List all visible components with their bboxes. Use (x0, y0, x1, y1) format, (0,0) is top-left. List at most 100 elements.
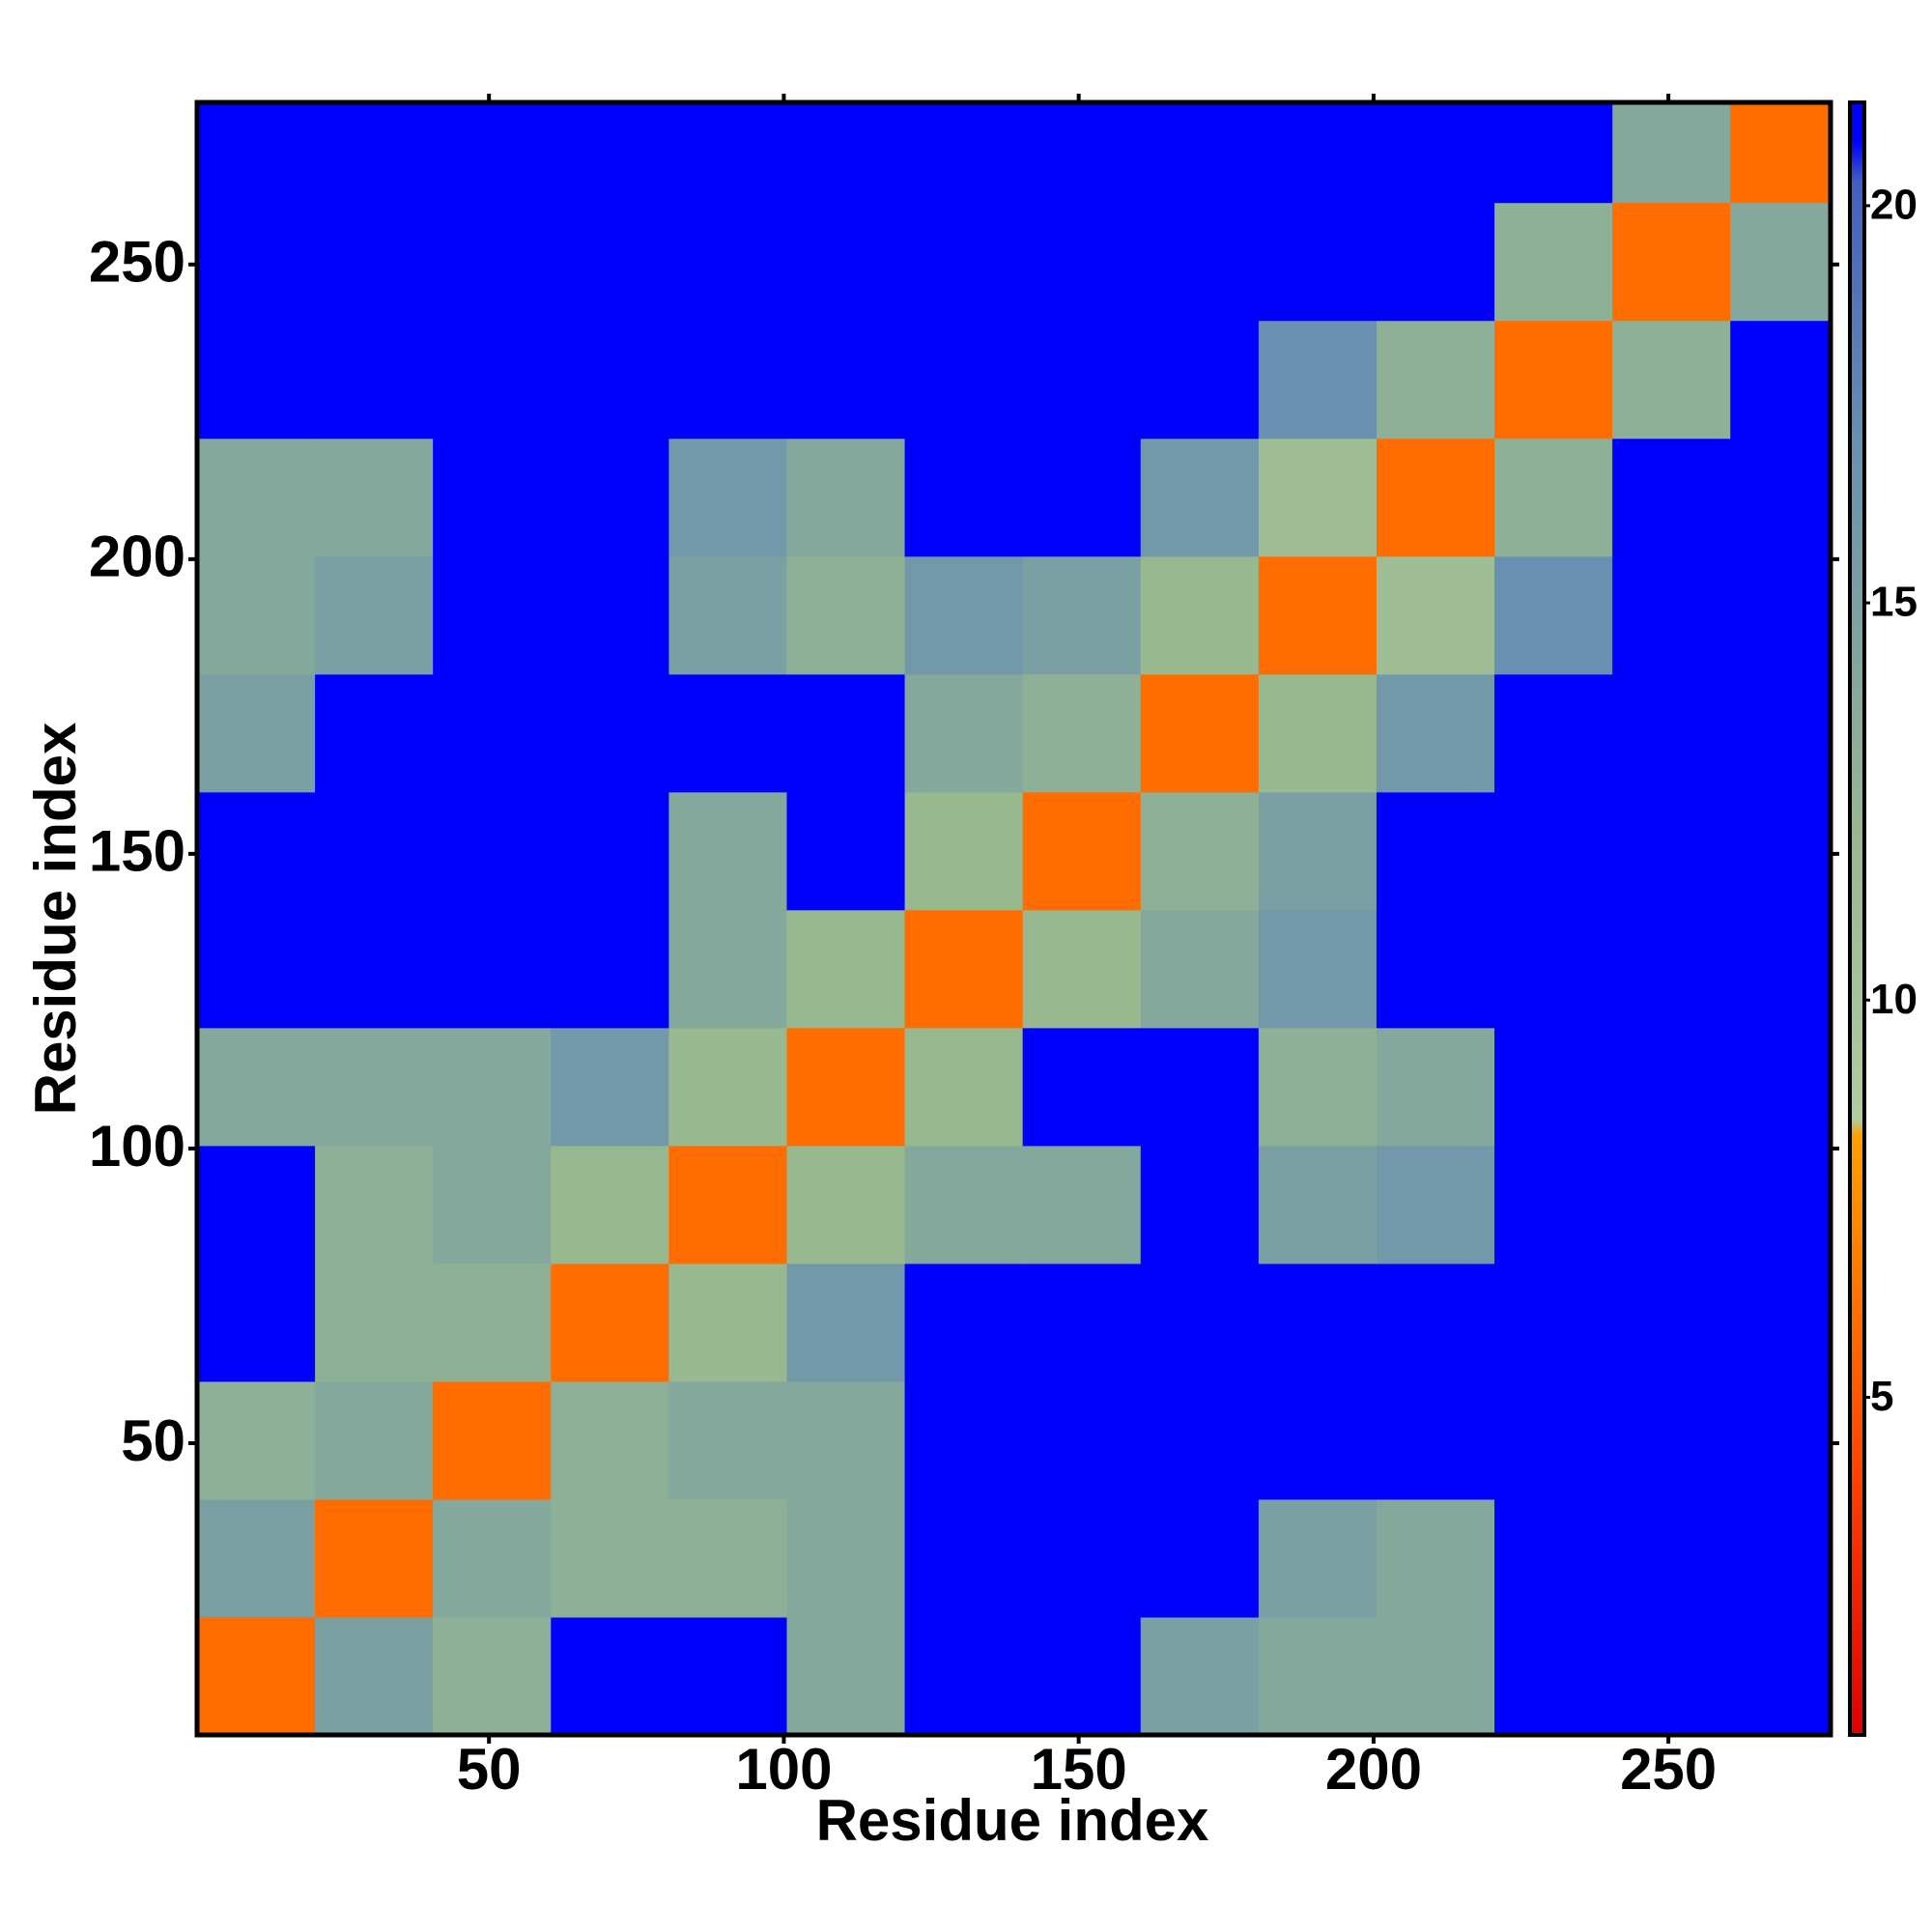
heatmap-cell (551, 791, 669, 911)
heatmap-cell (197, 1145, 316, 1264)
heatmap-cell (1612, 791, 1731, 911)
heatmap-cell (1376, 673, 1495, 793)
heatmap-cell (197, 791, 316, 911)
heatmap-cell (197, 1380, 316, 1500)
heatmap-cell (1612, 1145, 1731, 1264)
heatmap-cell (433, 791, 552, 911)
y-tick-label: 150 (89, 819, 185, 884)
heatmap-cell (1494, 1027, 1613, 1147)
heatmap-cell (433, 673, 552, 793)
heatmap-cell (1258, 1616, 1378, 1736)
colorbar-tick-label: 20 (1870, 182, 1918, 229)
heatmap-cell (904, 1616, 1024, 1736)
heatmap-cell (315, 202, 434, 322)
heatmap-cell (786, 202, 906, 322)
heatmap-cell (433, 1263, 552, 1382)
heatmap-cell (1140, 791, 1260, 911)
heatmap-cell (197, 102, 316, 204)
heatmap-cell (786, 909, 906, 1029)
y-tick-label: 100 (89, 1114, 185, 1179)
heatmap-cell (433, 1027, 552, 1147)
heatmap-cell (433, 202, 552, 322)
heatmap-cell (1612, 1263, 1731, 1382)
heatmap-cell (433, 320, 552, 440)
heatmap-cell (1494, 202, 1613, 322)
heatmap-cell (904, 438, 1024, 557)
heatmap-cell (1376, 1027, 1495, 1147)
heatmap-cell (1140, 1498, 1260, 1618)
heatmap-cell (1140, 102, 1260, 204)
heatmap-cell (904, 1263, 1024, 1382)
heatmap-cell (433, 1498, 552, 1618)
heatmap-cell (1140, 1027, 1260, 1147)
heatmap-cell (315, 438, 434, 557)
colorbar-tick-label: 10 (1870, 976, 1918, 1023)
heatmap-cell (904, 673, 1024, 793)
heatmap-cell (433, 555, 552, 675)
heatmap-cell (1730, 1145, 1832, 1264)
heatmap-cell (1730, 202, 1832, 322)
heatmap-cell (1022, 909, 1142, 1029)
heatmap-cell (1140, 1380, 1260, 1500)
heatmap-cell (668, 791, 787, 911)
heatmap-cell (1494, 1145, 1613, 1264)
heatmap-cell (1140, 202, 1260, 322)
heatmap-cell (1140, 1263, 1260, 1382)
heatmap-cell (668, 1145, 787, 1264)
heatmap-cell (551, 1380, 669, 1500)
heatmap-cell (315, 102, 434, 204)
heatmap-cell (197, 1498, 316, 1618)
heatmap-cell (1730, 1616, 1832, 1736)
heatmap-cell (1140, 1616, 1260, 1736)
heatmap-cell (1022, 320, 1142, 440)
heatmap-cell (1612, 1027, 1731, 1147)
heatmap-cell (1612, 555, 1731, 675)
heatmap-cell (1258, 1263, 1378, 1382)
heatmap-cell (1730, 1027, 1832, 1147)
heatmap-cell (433, 1380, 552, 1500)
heatmap-cell (1494, 791, 1613, 911)
heatmap-cell (1022, 555, 1142, 675)
heatmap-cell (904, 555, 1024, 675)
heatmap-cell (1376, 791, 1495, 911)
heatmap-cell (1494, 1498, 1613, 1618)
heatmap-cell (1494, 673, 1613, 793)
heatmap-cell (1730, 1263, 1832, 1382)
heatmap-cell (1730, 555, 1832, 675)
heatmap-cell (904, 1380, 1024, 1500)
heatmap-cell (1376, 1498, 1495, 1618)
heatmap-cell (315, 1616, 434, 1736)
heatmap-cell (1730, 673, 1832, 793)
heatmap-cell (668, 1263, 787, 1382)
heatmap-cell (315, 909, 434, 1029)
heatmap-cell (197, 320, 316, 440)
heatmap-cell (1258, 438, 1378, 557)
heatmap-cell (668, 320, 787, 440)
heatmap-cell (1612, 438, 1731, 557)
heatmap-cell (197, 202, 316, 322)
heatmap-cell (1494, 320, 1613, 440)
heatmap-cell (1022, 1616, 1142, 1736)
heatmap-cell (904, 1145, 1024, 1264)
heatmap-cell (197, 909, 316, 1029)
heatmap-cell (1022, 1145, 1142, 1264)
y-tick-label: 200 (89, 525, 185, 589)
heatmap-cell (551, 673, 669, 793)
heatmap-cell (1612, 1616, 1731, 1736)
heatmap-cell (433, 1616, 552, 1736)
heatmap-cell (433, 909, 552, 1029)
heatmap-cell (433, 1145, 552, 1264)
heatmap-cell (315, 1498, 434, 1618)
heatmap-cell (1612, 102, 1731, 204)
heatmap-cell (551, 102, 669, 204)
heatmap-cell (668, 555, 787, 675)
heatmap-cell (904, 791, 1024, 911)
heatmap-cell (786, 1616, 906, 1736)
heatmap-cell (315, 1263, 434, 1382)
heatmap-cell (433, 102, 552, 204)
heatmap-cell (1376, 1616, 1495, 1736)
heatmap-cell (197, 1616, 316, 1736)
heatmap-cell (904, 202, 1024, 322)
heatmap-cell (1612, 202, 1731, 322)
heatmap-cell (1376, 1145, 1495, 1264)
